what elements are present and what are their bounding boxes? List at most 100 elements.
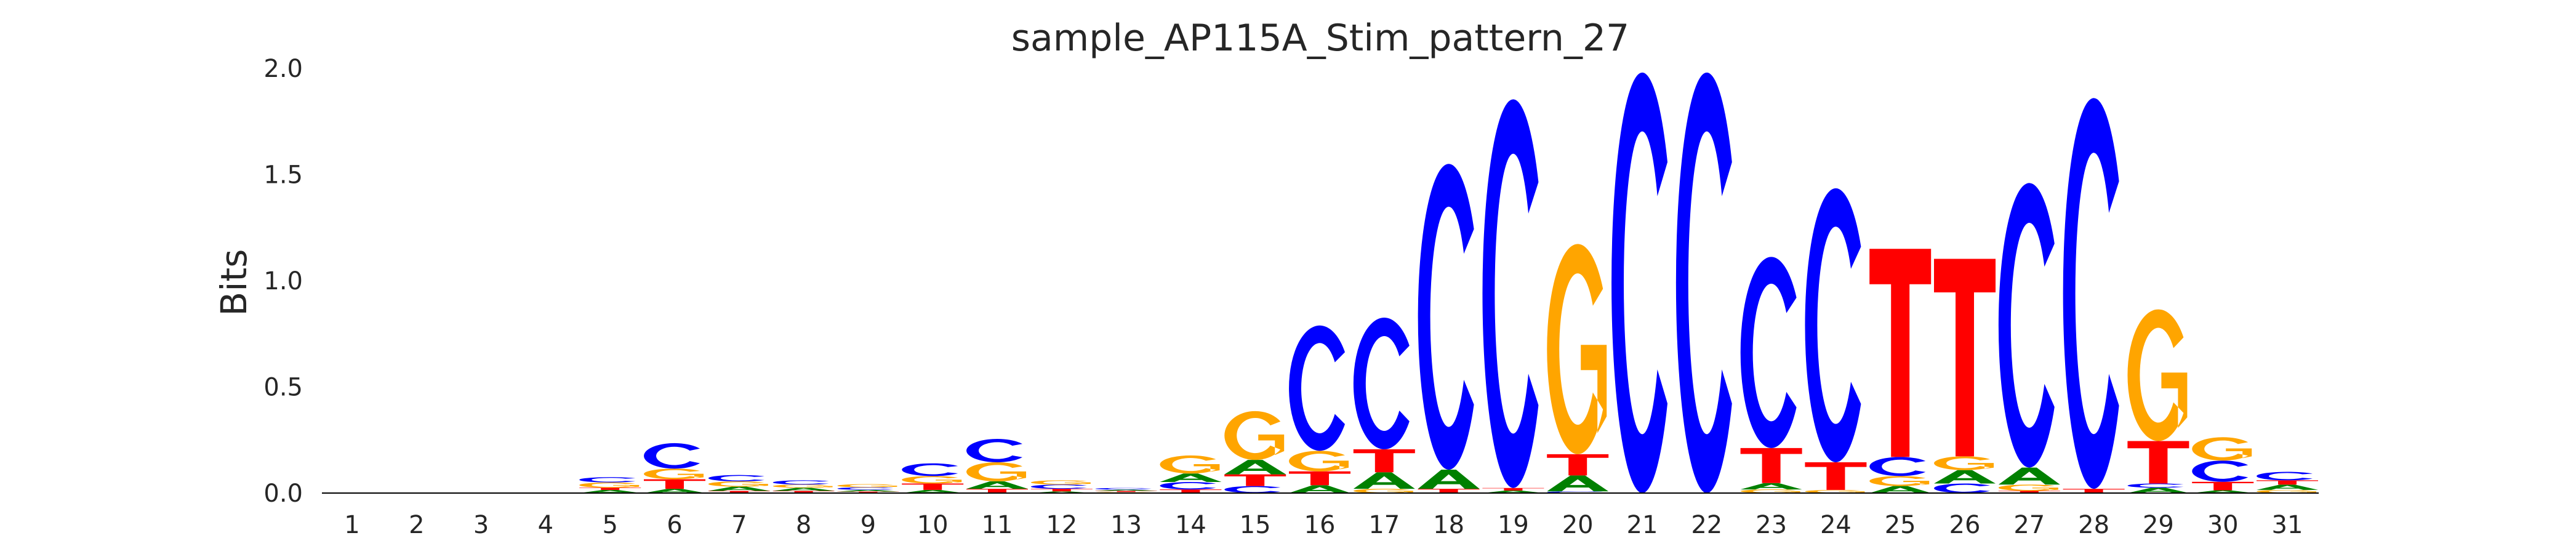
logo-letter-G (1547, 244, 1607, 454)
logo-letter-A (1224, 460, 1286, 475)
logo-letter-T (1805, 462, 1867, 490)
logo-letter-C (644, 443, 700, 469)
y-axis-label: Bits (213, 249, 255, 316)
logo-letter-T (1224, 474, 1286, 486)
x-tick-label: 28 (2078, 511, 2109, 539)
logo-letter-A (579, 489, 641, 493)
logo-letter-C (1224, 486, 1281, 493)
y-axis-ticks: 0.0 0.5 1.0 1.5 2.0 (263, 55, 303, 508)
logo-letter-T (1353, 449, 1415, 473)
x-tick-label: 18 (1433, 511, 1464, 539)
logo-letter-C (1998, 183, 2055, 468)
x-tick-label: 24 (1820, 511, 1852, 539)
logo-letter-T (1482, 488, 1544, 491)
logo-letter-C (1740, 257, 1797, 448)
x-tick-label: 6 (667, 511, 682, 539)
y-tick-label: 1.5 (263, 161, 303, 190)
logo-letter-T (966, 489, 1028, 493)
logo-letter-G (1869, 476, 1930, 486)
y-tick-label: 1.0 (263, 267, 303, 295)
logo-letter-C (2063, 98, 2119, 489)
logo-letter-G (2127, 309, 2188, 441)
logo-letter-A (1095, 489, 1157, 491)
x-tick-label: 7 (731, 511, 747, 539)
x-tick-label: 9 (861, 511, 876, 539)
logo-letter-A (1482, 490, 1544, 493)
x-tick-label: 19 (1498, 511, 1529, 539)
logo-letter-A (1934, 470, 1996, 484)
logo-letter-T (1030, 489, 1093, 492)
logo-letter-T (1095, 491, 1157, 492)
logo-letter-G (644, 468, 704, 480)
logo-letter-C (1095, 488, 1152, 490)
logo-letter-A (1418, 470, 1480, 489)
x-tick-label: 27 (2013, 511, 2045, 539)
chart-title: sample_AP115A_Stim_pattern_27 (1011, 17, 1629, 60)
logo-letter-G (1353, 489, 1413, 493)
x-tick-label: 14 (1175, 511, 1206, 539)
logo-letter-A (902, 489, 964, 493)
logo-letter-C (2257, 472, 2313, 481)
logo-letter-G (1160, 455, 1220, 474)
logo-letter-G (966, 462, 1026, 482)
logo-letter-G (1934, 456, 1994, 470)
logo-letter-C (1482, 99, 1539, 488)
x-tick-label: 30 (2207, 511, 2239, 539)
logo-letter-T (772, 491, 835, 493)
x-tick-label: 11 (982, 511, 1013, 539)
logo-letter-C (902, 463, 958, 476)
logo-letter-C (1675, 72, 1732, 494)
logo-letter-G (1224, 411, 1285, 460)
x-tick-label: 1 (344, 511, 359, 539)
logo-stacks (579, 72, 2318, 494)
logo-letter-T (1418, 489, 1480, 493)
logo-letter-T (2192, 481, 2254, 491)
x-tick-label: 5 (602, 511, 617, 539)
x-tick-label: 12 (1046, 511, 1077, 539)
logo-letter-C (1353, 318, 1410, 449)
logo-letter-C (837, 487, 894, 490)
logo-letter-T (1547, 454, 1609, 476)
logo-letter-G (1289, 451, 1349, 472)
logo-letter-T (2257, 480, 2318, 485)
x-tick-label: 15 (1240, 511, 1271, 539)
logo-letter-T (644, 479, 705, 489)
logo-letter-T (1289, 471, 1350, 486)
x-tick-label: 13 (1110, 511, 1142, 539)
x-axis-ticks: 1 2 3 4 5 6 7 8 9 10 11 12 13 14 15 16 17 18 19 20 21 22 23 24 2… (344, 511, 2303, 539)
logo-letter-C (708, 475, 764, 482)
x-tick-label: 17 (1368, 511, 1400, 539)
logo-letter-T (1740, 448, 1802, 483)
logo-letter-A (644, 489, 705, 493)
logo-letter-G (579, 482, 640, 488)
logo-letter-A (1998, 467, 2060, 485)
logo-letter-C (1160, 482, 1216, 490)
logo-letter-G (708, 481, 768, 487)
logo-letter-T (2063, 489, 2125, 493)
x-tick-label: 10 (917, 511, 949, 539)
logo-letter-T (579, 488, 641, 490)
logo-letter-C (579, 477, 636, 483)
logo-letter-A (966, 481, 1028, 489)
logo-letter-C (1934, 483, 1990, 493)
logo-letter-A (1289, 485, 1350, 493)
logo-letter-A (1869, 486, 1932, 493)
x-tick-label: 4 (538, 511, 553, 539)
logo-letter-C (2127, 483, 2184, 488)
logo-letter-G (2257, 489, 2316, 493)
x-tick-label: 22 (1691, 511, 1722, 539)
logo-letter-G (1030, 480, 1091, 485)
logo-letter-A (2192, 490, 2254, 493)
y-tick-label: 2.0 (263, 55, 303, 83)
logo-letter-T (1934, 259, 1996, 457)
logo-letter-T (837, 491, 899, 493)
logo-letter-A (1160, 473, 1222, 483)
logo-letter-T (1869, 249, 1932, 457)
logo-letter-G (1740, 489, 1800, 493)
x-tick-label: 21 (1627, 511, 1658, 539)
logo-letter-G (1998, 484, 2058, 491)
logo-letter-A (1547, 475, 1609, 492)
x-tick-label: 23 (1755, 511, 1787, 539)
x-tick-label: 20 (1562, 511, 1594, 539)
